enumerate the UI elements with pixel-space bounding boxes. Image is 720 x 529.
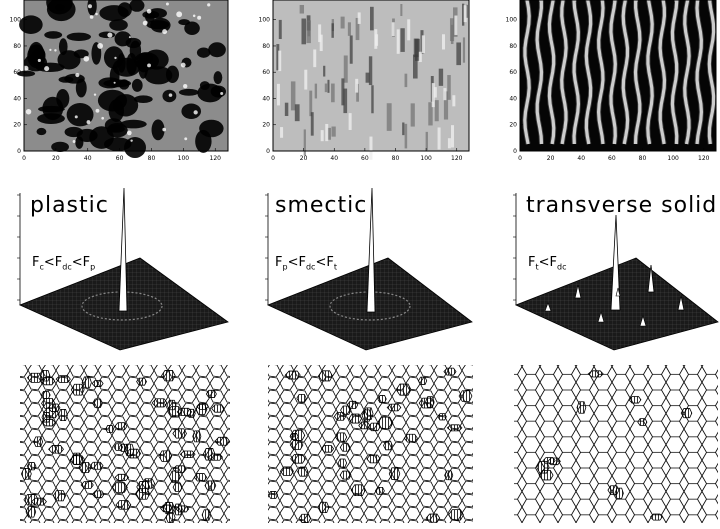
y-tick-label: 100: [10, 17, 22, 24]
force-subscript: dc: [305, 262, 316, 272]
structure-factor-transverse: [514, 193, 719, 351]
y-tick-label: 60: [13, 69, 21, 76]
structure-factor-axes: [17, 194, 516, 301]
y-tick-label: 80: [509, 43, 517, 50]
force-symbol: F: [82, 255, 91, 270]
force-symbol: F: [298, 255, 306, 270]
x-tick-label: 120: [451, 155, 463, 162]
x-tick-label: 80: [639, 155, 647, 162]
y-tick-label: 60: [509, 69, 517, 76]
less-than-symbol: <: [538, 255, 550, 270]
x-tick-label: 80: [148, 155, 156, 162]
force-symbol: F: [549, 255, 558, 270]
structure-factor-plastic: [18, 187, 229, 351]
y-tick-label: 0: [17, 148, 21, 155]
force-subscript: t: [333, 262, 337, 272]
inequality-transverse: Ft<Fdc: [528, 255, 567, 272]
force-subscript: p: [90, 262, 96, 272]
force-subscript: t: [535, 262, 539, 272]
less-than-symbol: <: [315, 255, 327, 270]
x-tick-label: 60: [608, 155, 616, 162]
y-tick-label: 40: [262, 95, 270, 102]
y-tick-label: 80: [262, 43, 270, 50]
force-symbol: F: [275, 255, 283, 270]
x-tick-label: 40: [330, 155, 338, 162]
voronoi-plastic: [20, 365, 231, 523]
y-tick-label: 80: [13, 43, 21, 50]
y-tick-label: 0: [513, 148, 517, 155]
inequality-smectic: Fp<Fdc<Ft: [275, 255, 337, 272]
density-map-plastic: [16, 0, 229, 158]
x-tick-label: 80: [392, 155, 400, 162]
x-tick-label: 40: [84, 155, 92, 162]
density-map-transverse: [519, 0, 717, 152]
y-tick-label: 40: [13, 95, 21, 102]
x-tick-label: 60: [116, 155, 124, 162]
force-subscript: p: [282, 262, 288, 272]
x-tick-label: 120: [210, 155, 222, 162]
y-tick-label: 40: [509, 95, 517, 102]
structure-factor-smectic: [266, 187, 473, 351]
force-symbol: F: [54, 255, 63, 270]
x-tick-label: 20: [300, 155, 308, 162]
inequality-plastic: Fc<Fdc<Fp: [32, 255, 95, 272]
force-symbol: F: [32, 255, 40, 270]
less-than-symbol: <: [71, 255, 83, 270]
y-tick-label: 60: [262, 69, 270, 76]
phase-label-smectic: smectic: [275, 193, 368, 218]
y-tick-label: 100: [506, 17, 518, 24]
y-tick-label: 0: [266, 148, 270, 155]
voronoi-smectic: [267, 365, 473, 523]
x-tick-label: 20: [547, 155, 555, 162]
force-subscript: dc: [557, 262, 567, 272]
density-map-smectic: [272, 0, 470, 160]
y-tick-label: 20: [13, 122, 21, 129]
x-tick-label: 40: [577, 155, 585, 162]
force-subscript: dc: [62, 262, 72, 272]
phase-label-transverse: transverse solid: [526, 193, 718, 218]
x-tick-label: 120: [698, 155, 710, 162]
force-symbol: F: [326, 255, 334, 270]
x-tick-label: 60: [361, 155, 369, 162]
y-tick-label: 100: [259, 17, 271, 24]
voronoi-transverse: [514, 365, 718, 523]
y-tick-label: 20: [509, 122, 517, 129]
x-tick-label: 100: [420, 155, 432, 162]
force-subscript: c: [39, 262, 44, 272]
density-map-axes: 0 20 40 60 80 100 120 0 20 40 60 80 100 0 20 40 60 80 100 1…: [10, 17, 710, 162]
x-tick-label: 100: [667, 155, 679, 162]
force-symbol: F: [528, 255, 536, 270]
phase-label-plastic: plastic: [30, 193, 109, 218]
y-tick-label: 20: [262, 122, 270, 129]
less-than-symbol: <: [43, 255, 55, 270]
less-than-symbol: <: [287, 255, 299, 270]
x-tick-label: 0: [271, 155, 275, 162]
x-tick-label: 20: [52, 155, 60, 162]
x-tick-label: 0: [518, 155, 522, 162]
x-tick-label: 0: [22, 155, 26, 162]
x-tick-label: 100: [178, 155, 190, 162]
